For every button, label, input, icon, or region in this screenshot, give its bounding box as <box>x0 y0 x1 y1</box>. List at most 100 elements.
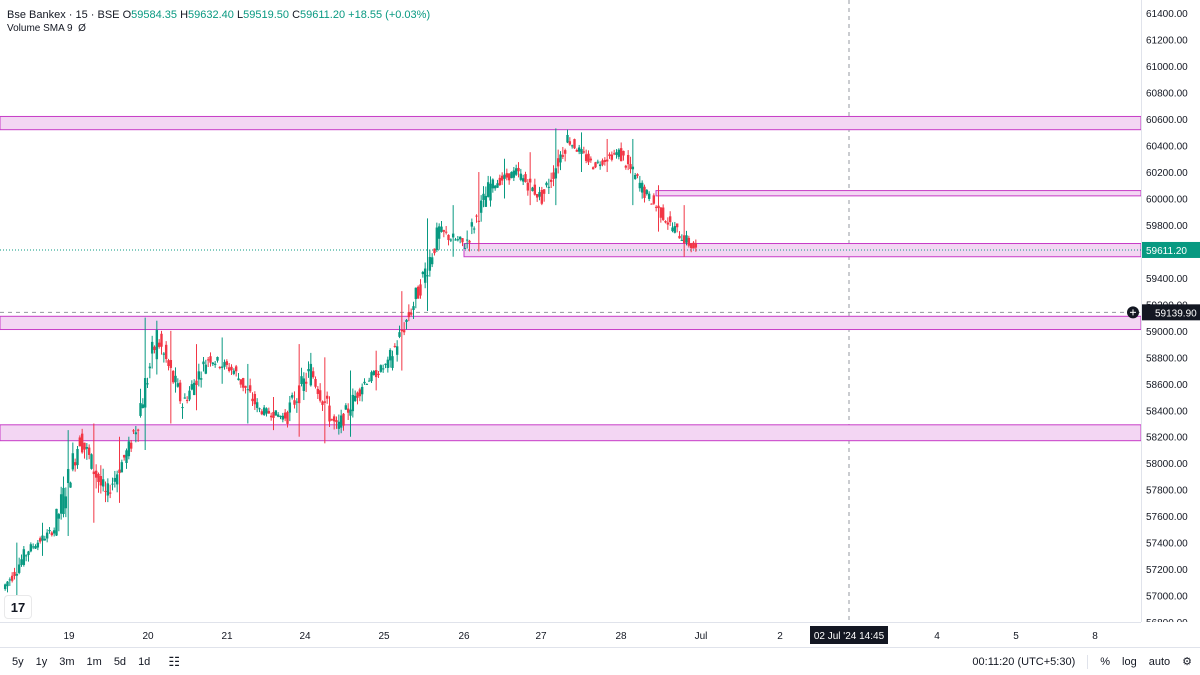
candle-body[interactable] <box>241 378 245 388</box>
candle-body[interactable] <box>34 546 37 549</box>
candle-body[interactable] <box>206 359 210 361</box>
candle-body[interactable] <box>353 395 357 402</box>
candle-body[interactable] <box>477 220 481 222</box>
candle-body[interactable] <box>134 432 138 435</box>
candle-body[interactable] <box>594 162 597 168</box>
candle-body[interactable] <box>381 368 385 370</box>
candle-body[interactable] <box>682 235 686 244</box>
candle-body[interactable] <box>505 173 509 178</box>
candle-body[interactable] <box>43 538 47 541</box>
candle-body[interactable] <box>619 148 623 162</box>
candle-body[interactable] <box>262 407 266 415</box>
candle-body[interactable] <box>416 286 420 299</box>
candle-body[interactable] <box>136 429 140 431</box>
candle-body[interactable] <box>346 408 350 413</box>
time-axis-svg[interactable]: 19 20 21 24 25 26 27 28 Jul 2 4 5 802 Jul '24 14:45 <box>0 623 1141 647</box>
candle-body[interactable] <box>442 230 446 232</box>
candle-body[interactable] <box>108 492 112 494</box>
candle-body[interactable] <box>237 378 240 381</box>
candle-body[interactable] <box>244 385 247 388</box>
candle-body[interactable] <box>132 430 135 432</box>
candle-body[interactable] <box>461 238 464 243</box>
candle-body[interactable] <box>55 508 58 536</box>
candle-body[interactable] <box>647 193 651 199</box>
candle-body[interactable] <box>164 344 168 360</box>
candle-body[interactable] <box>150 341 154 354</box>
candle-body[interactable] <box>106 483 110 496</box>
candle-body[interactable] <box>654 206 658 208</box>
candle-body[interactable] <box>575 149 579 152</box>
candle-body[interactable] <box>545 182 548 186</box>
candle-body[interactable] <box>584 154 588 161</box>
candle-body[interactable] <box>582 151 586 153</box>
candle-body[interactable] <box>321 401 324 405</box>
candle-body[interactable] <box>3 584 7 590</box>
candle-body[interactable] <box>92 471 96 475</box>
candle-body[interactable] <box>519 173 523 180</box>
candle-body[interactable] <box>211 362 215 365</box>
candle-body[interactable] <box>195 380 198 385</box>
candle-body[interactable] <box>328 405 331 422</box>
candle-body[interactable] <box>332 416 336 422</box>
candle-body[interactable] <box>463 247 467 249</box>
candle-body[interactable] <box>269 415 273 418</box>
candle-body[interactable] <box>561 155 565 157</box>
candle-body[interactable] <box>465 239 469 241</box>
candle-body[interactable] <box>580 149 583 154</box>
candle-body[interactable] <box>141 404 145 408</box>
candle-body[interactable] <box>101 479 105 487</box>
candle-body[interactable] <box>652 195 656 204</box>
candle-body[interactable] <box>59 494 63 514</box>
candle-body[interactable] <box>694 243 698 248</box>
candle-body[interactable] <box>146 383 149 385</box>
candle-body[interactable] <box>552 172 555 179</box>
range-button-5y[interactable]: 5y <box>12 655 24 668</box>
range-button-1m[interactable]: 1m <box>86 655 102 668</box>
candle-body[interactable] <box>36 542 40 548</box>
candle-body[interactable] <box>125 450 128 464</box>
candle-body[interactable] <box>374 370 378 378</box>
candle-body[interactable] <box>258 408 261 410</box>
candle-body[interactable] <box>295 401 299 403</box>
candle-body[interactable] <box>188 390 191 400</box>
candle-body[interactable] <box>307 369 310 372</box>
candle-body[interactable] <box>325 395 329 399</box>
candle-body[interactable] <box>671 227 674 232</box>
candle-body[interactable] <box>598 164 602 167</box>
candle-body[interactable] <box>230 366 233 371</box>
candle-body[interactable] <box>94 470 98 478</box>
candle-body[interactable] <box>358 389 362 397</box>
candle-body[interactable] <box>344 405 348 410</box>
candle-body[interactable] <box>484 195 488 207</box>
candle-body[interactable] <box>535 193 539 198</box>
candle-body[interactable] <box>456 239 460 241</box>
calendar-icon[interactable]: ☷ <box>168 653 180 669</box>
candle-body[interactable] <box>559 154 562 163</box>
auto-button[interactable]: auto <box>1148 655 1171 668</box>
candle-body[interactable] <box>127 441 131 457</box>
candle-body[interactable] <box>181 407 184 409</box>
candle-body[interactable] <box>498 177 502 185</box>
candle-body[interactable] <box>402 330 406 333</box>
candle-body[interactable] <box>85 447 89 449</box>
candle-body[interactable] <box>335 420 338 423</box>
time-axis[interactable]: 19 20 21 24 25 26 27 28 Jul 2 4 5 8 02 Jul '24 14:45 <box>0 622 1141 647</box>
candle-body[interactable] <box>605 159 609 162</box>
candle-body[interactable] <box>225 361 229 365</box>
chart-area[interactable] <box>0 0 1142 622</box>
log-button[interactable]: log <box>1122 655 1137 668</box>
candle-body[interactable] <box>493 185 497 189</box>
candle-body[interactable] <box>512 170 516 178</box>
candle-body[interactable] <box>636 174 639 176</box>
candle-body[interactable] <box>155 330 159 360</box>
candle-body[interactable] <box>566 134 569 143</box>
candle-body[interactable] <box>286 412 289 424</box>
sr-zone[interactable] <box>655 190 1142 197</box>
candle-body[interactable] <box>202 361 205 365</box>
candle-body[interactable] <box>204 364 208 374</box>
candle-body[interactable] <box>178 382 182 402</box>
candle-body[interactable] <box>48 529 51 532</box>
candle-body[interactable] <box>661 207 665 220</box>
candle-body[interactable] <box>45 532 49 539</box>
candle-body[interactable] <box>440 226 443 232</box>
